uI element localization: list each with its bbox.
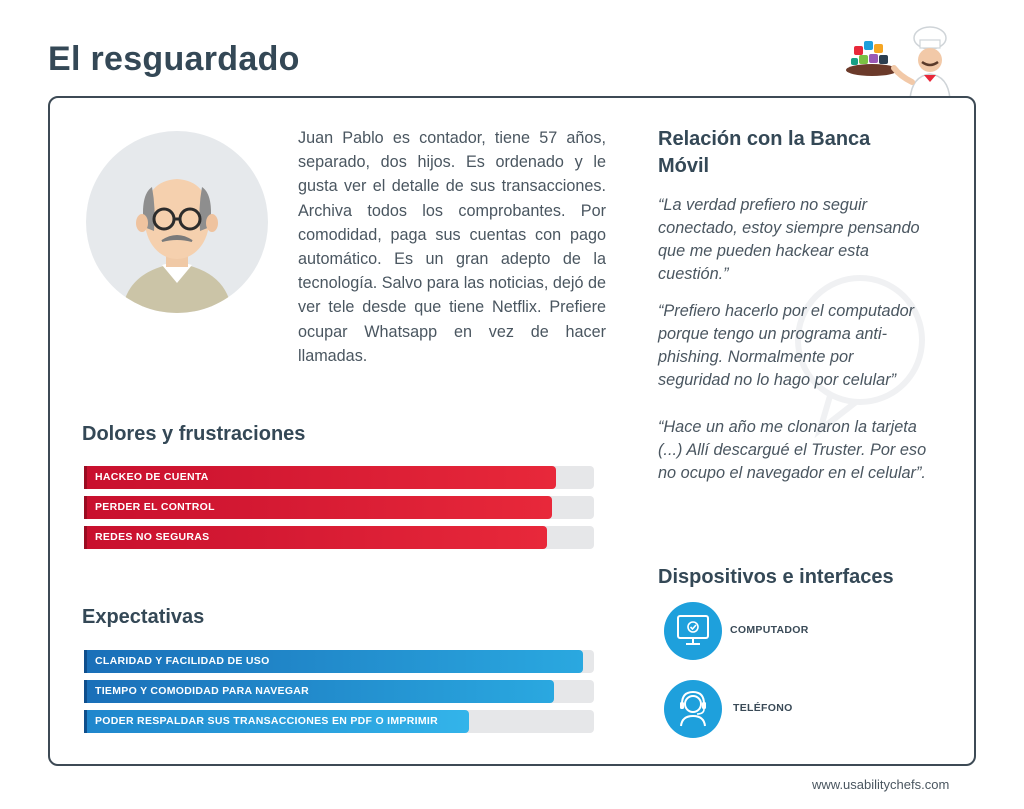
bar-fill [84,710,470,733]
bar-fill [84,526,548,549]
bar-row: TIEMPO Y COMODIDAD PARA NAVEGAR [84,680,594,703]
chef-with-tray-icon [842,24,957,100]
quote-item: “Hace un año me clonaron la tarjeta (...… [658,418,927,482]
expectations-bars: CLARIDAD Y FACILIDAD DE USO TIEMPO Y COMO… [84,650,594,740]
bar-label: PODER RESPALDAR SUS TRANSACCIONES EN PDF… [95,715,438,727]
monitor-icon [664,602,722,660]
bar-edge [84,526,87,549]
device-computer: COMPUTADOR [664,602,924,662]
bar-label: TIEMPO Y COMODIDAD PARA NAVEGAR [95,685,310,697]
speech-bubble-icon [790,270,930,470]
relation-title: Relación con la Banca Móvil [658,128,871,177]
bar-label: HACKEO DE CUENTA [95,471,209,483]
persona-bio: Juan Pablo es contador, tiene 57 años, s… [298,129,606,365]
bar-row: PERDER EL CONTROL [84,496,594,519]
quote-item: “Prefiero hacerlo por el computador porq… [658,302,915,389]
quote-item: “La verdad prefiero no seguir conectado,… [658,196,920,283]
bar-label: REDES NO SEGURAS [95,531,210,543]
bar-label: CLARIDAD Y FACILIDAD DE USO [95,655,270,667]
pains-bars: HACKEO DE CUENTA PERDER EL CONTROL REDES N… [84,466,594,556]
bar-row: CLARIDAD Y FACILIDAD DE USO [84,650,594,673]
bar-edge [84,496,87,519]
device-label: COMPUTADOR [730,624,809,636]
bar-fill [84,680,555,703]
elderly-man-avatar-icon [86,131,268,313]
bar-fill [84,650,583,673]
bar-edge [84,680,87,703]
device-label: TELÉFONO [733,702,793,714]
bar-fill [84,466,556,489]
headset-user-icon [664,680,722,738]
device-phone: TELÉFONO [664,680,924,740]
expectations-title: Expectativas [82,606,205,628]
bar-fill [84,496,553,519]
bar-edge [84,710,87,733]
footer-url-link[interactable]: www.usabilitychefs.com [812,777,950,792]
bar-edge [84,650,87,673]
devices-title: Dispositivos e interfaces [658,566,894,588]
quotes-list: “La verdad prefiero no seguir conectado,… [658,194,928,499]
bar-row: PODER RESPALDAR SUS TRANSACCIONES EN PDF… [84,710,594,733]
bar-row: REDES NO SEGURAS [84,526,594,549]
page-title: El resguardado [48,40,300,78]
bar-row: HACKEO DE CUENTA [84,466,594,489]
pains-title: Dolores y frustraciones [82,423,306,445]
bar-edge [84,466,87,489]
bar-label: PERDER EL CONTROL [95,501,215,513]
